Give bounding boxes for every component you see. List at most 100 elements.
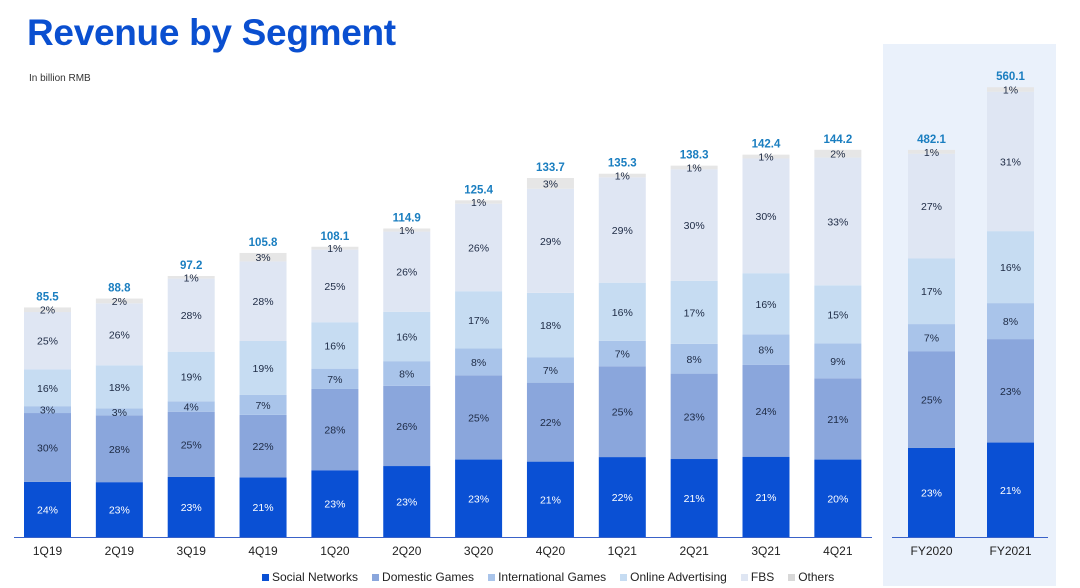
segment-label: 8% [471,357,486,369]
segment-label: 25% [37,336,58,348]
segment-label: 24% [755,406,776,418]
bar-segment-international-games [670,343,718,374]
segment-label: 21% [684,493,705,505]
bar-segment-domestic-games [814,378,862,460]
x-tick-label: 3Q20 [464,544,494,558]
bar-segment-online-advertising [167,351,215,402]
x-tick-label: 4Q19 [248,544,278,558]
bar-segment-online-advertising [455,291,503,349]
legend-item: Domestic Games [372,570,474,584]
legend-item: Online Advertising [620,570,727,584]
bar-segment-social-networks [24,481,71,537]
bar-segment-domestic-games [95,415,143,483]
segment-label: 25% [324,281,345,293]
bar-segment-online-advertising [814,285,862,344]
segment-label: 22% [540,417,561,429]
segment-label: 1% [327,243,342,255]
legend-label: Others [798,570,835,584]
legend: Social Networks Domestic Games Internation… [262,570,834,584]
bar-segment-social-networks [908,447,955,537]
bar-segment-social-networks [455,459,503,537]
segment-label: 9% [830,356,845,368]
bar-segment-domestic-games [908,351,955,448]
segment-label: 17% [921,286,942,298]
segment-label: 2% [830,149,845,161]
bar-segment-fbs [670,169,718,281]
bar-segment-domestic-games [167,411,215,477]
bar-segment-fbs [742,158,790,274]
bar-segment-others [908,149,955,154]
bar-segment-online-advertising [239,340,287,395]
segment-label: 33% [827,216,848,228]
x-tick-label: FY2021 [989,544,1031,558]
segment-label: 25% [612,407,633,419]
segment-label: 19% [253,363,274,375]
segment-label: 23% [396,497,417,509]
segment-label: 7% [924,333,939,345]
x-tick-label: 4Q21 [823,544,853,558]
bar-segment-online-advertising [311,322,359,369]
total-label: 105.8 [249,237,278,249]
bar-segment-international-games [526,357,574,383]
bar-segment-social-networks [742,456,790,537]
legend-swatch [788,573,796,581]
segment-label: 26% [468,242,489,254]
legend-swatch [620,573,628,581]
bar-segment-others [311,246,359,250]
segment-label: 7% [543,365,558,377]
total-label: 138.3 [680,150,709,162]
bar-segment-social-networks [311,470,359,537]
bar-segment-others [742,154,790,159]
bar-segment-domestic-games [24,413,71,482]
segment-label: 23% [181,502,202,514]
bar-segment-others [987,87,1034,92]
bar-segment-online-advertising [598,282,646,341]
segment-label: 23% [921,487,942,499]
total-label: 88.8 [108,283,131,295]
segment-label: 18% [109,382,130,394]
segment-label: 1% [924,147,939,159]
x-tick-label: FY2020 [910,544,952,558]
bar-segment-online-advertising [987,231,1034,304]
total-label: 125.4 [464,184,493,196]
bar-segment-social-networks [814,459,862,537]
bar-segment-others [670,165,718,170]
bar-segment-others [24,307,71,313]
bar-segment-domestic-games [598,366,646,458]
bar-segment-social-networks [598,457,646,537]
segment-label: 26% [109,329,130,341]
bar-segment-fbs [814,157,862,286]
segment-label: 26% [396,421,417,433]
bar-segment-domestic-games [455,375,503,460]
bar-segment-domestic-games [742,364,790,457]
segment-label: 3% [112,407,127,419]
segment-label: 24% [37,504,58,516]
legend-swatch [262,573,269,581]
segment-label: 7% [327,374,342,386]
bar-segment-fbs [526,188,574,293]
segment-label: 2% [40,305,55,317]
segment-label: 3% [40,405,55,417]
bar-segment-international-games [167,401,215,412]
legend-item: International Games [488,570,606,584]
segment-label: 16% [612,307,633,319]
segment-label: 22% [253,441,274,453]
bar-segment-international-games [908,324,955,352]
bar-segment-international-games [455,348,503,376]
bar-segment-international-games [987,303,1034,340]
segment-label: 1% [471,197,486,209]
segment-label: 8% [399,368,414,380]
segment-label: 1% [687,163,702,175]
bar-segment-others [598,173,646,178]
bar-segment-fbs [987,91,1034,232]
segment-label: 1% [615,171,630,183]
bar-segment-international-games [598,340,646,367]
bar-segment-online-advertising [526,292,574,358]
bar-segment-fbs [24,312,71,370]
bar-segment-online-advertising [24,369,71,407]
bar-segment-fbs [95,303,143,366]
total-label: 144.2 [823,134,852,146]
segment-label: 17% [468,315,489,327]
segment-label: 21% [253,502,274,514]
